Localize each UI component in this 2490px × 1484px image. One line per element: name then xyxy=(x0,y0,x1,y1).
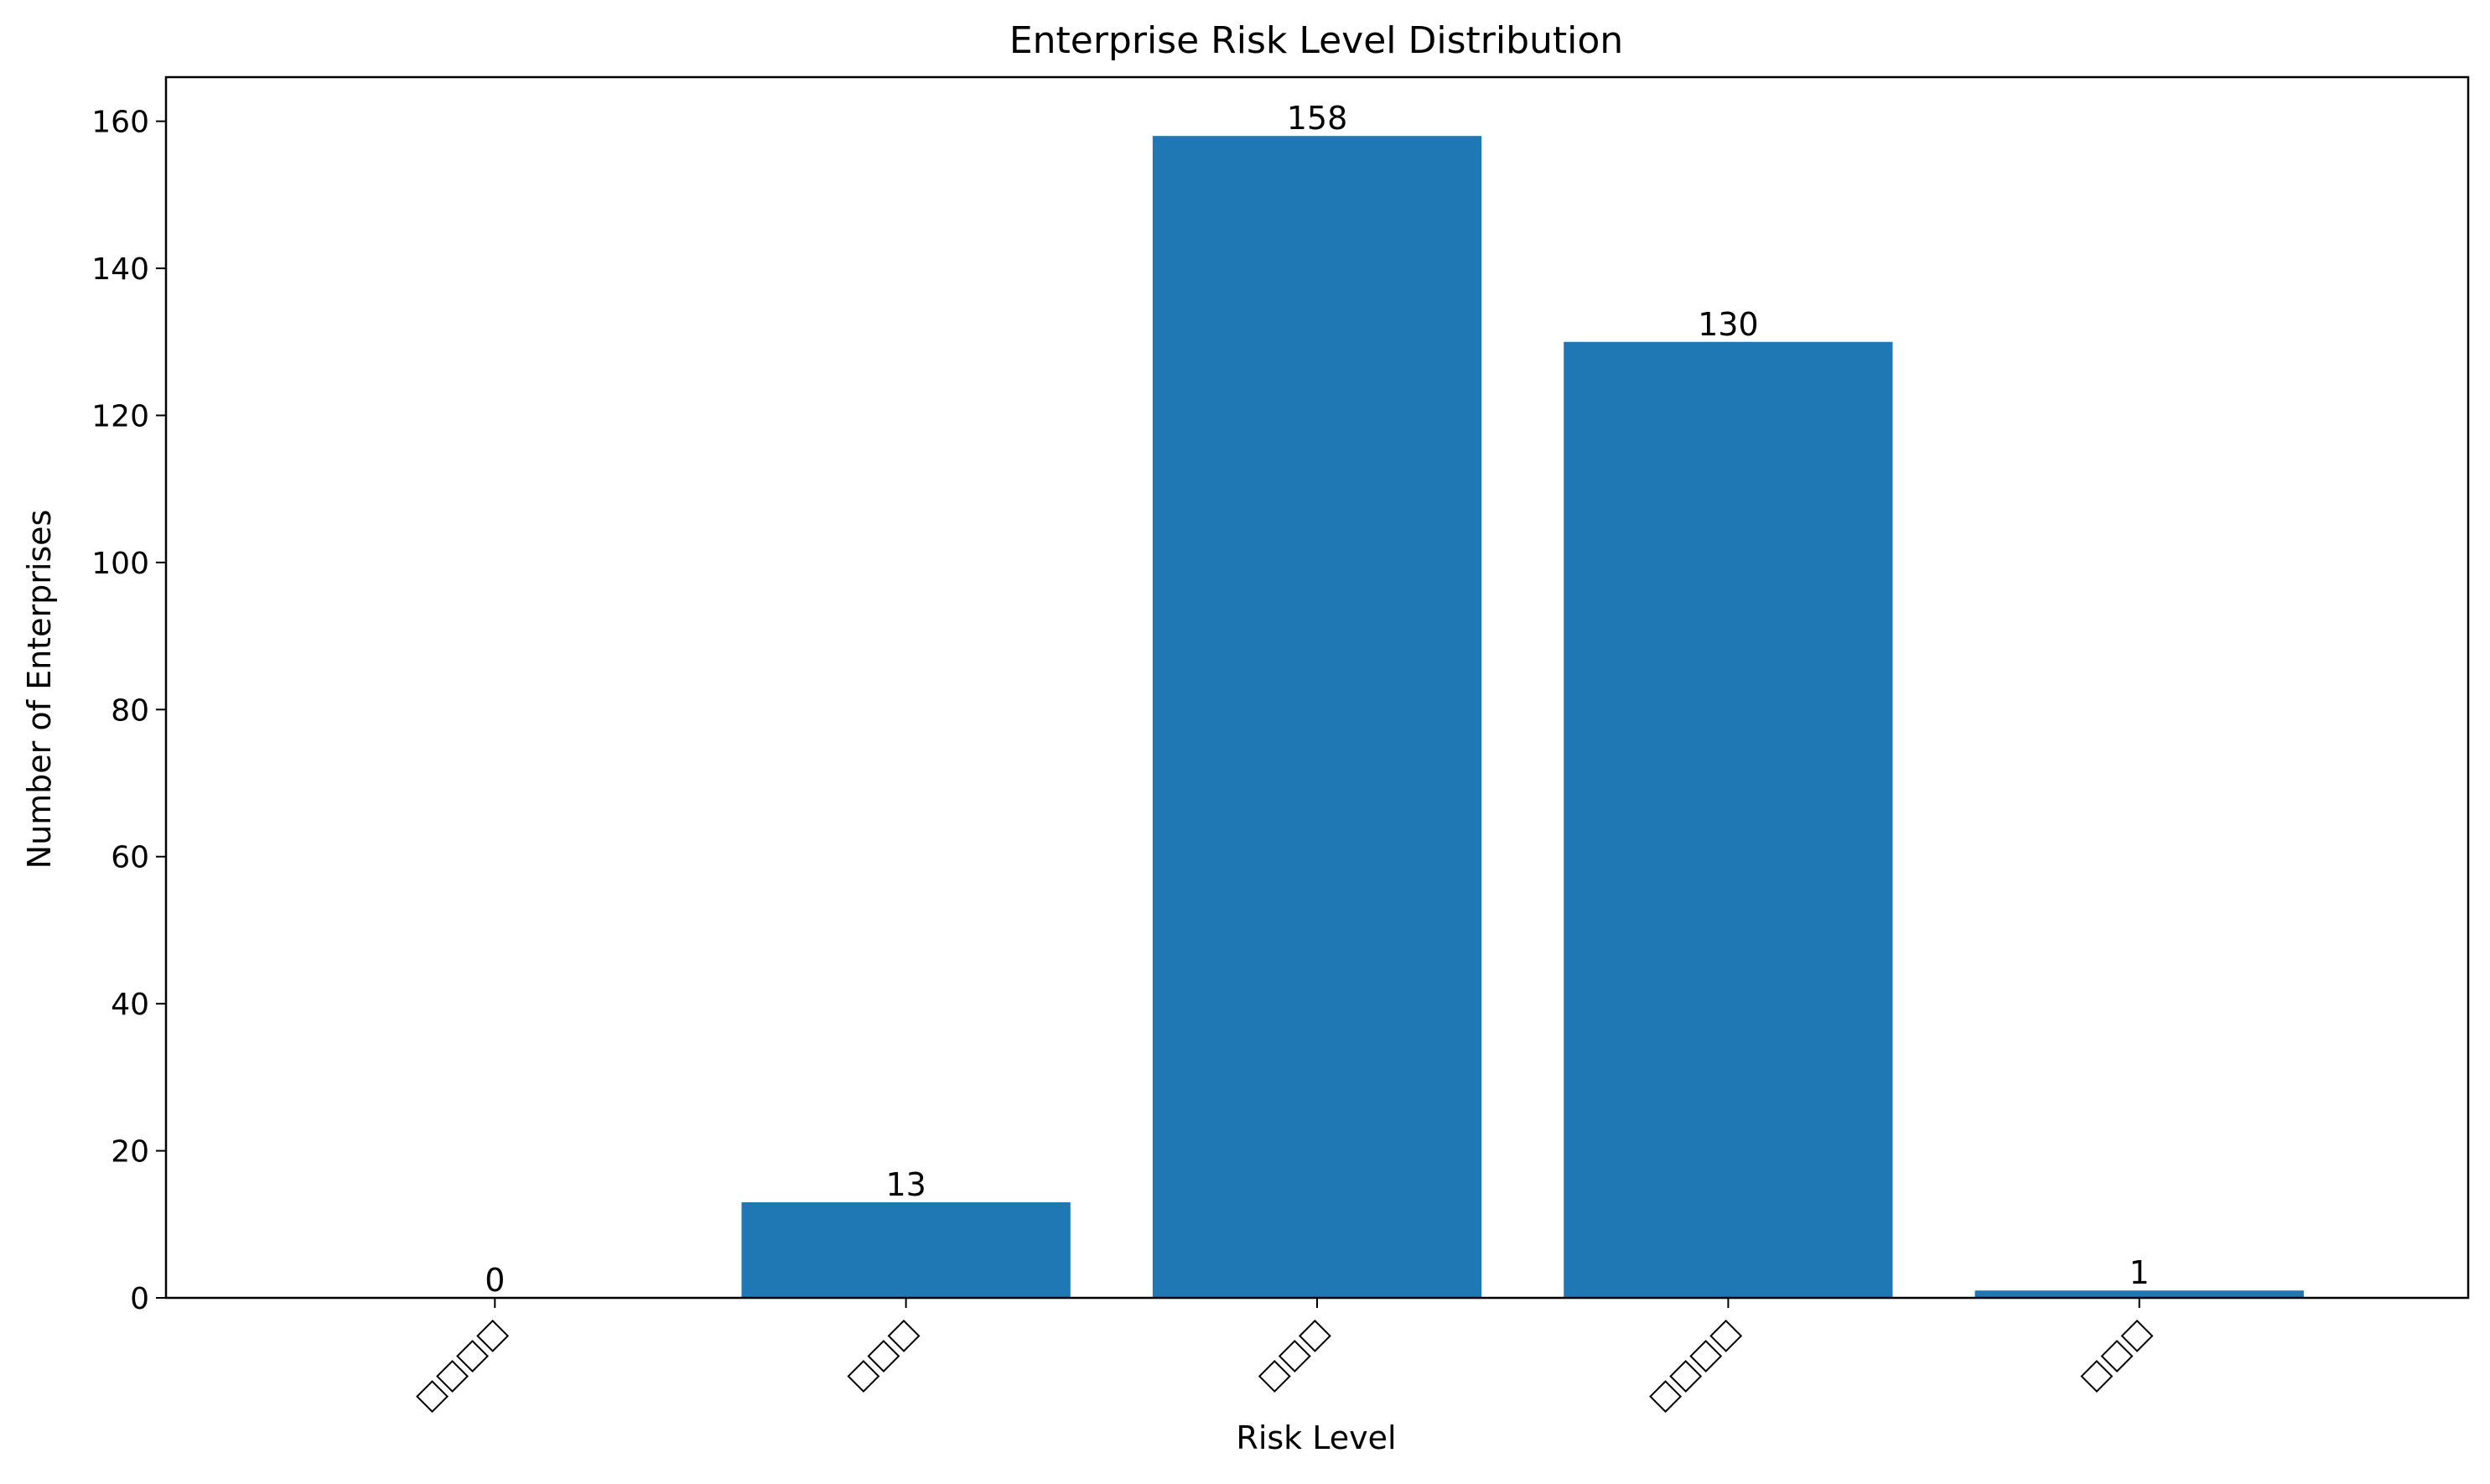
x-tick-label-3: □□□□ xyxy=(1642,1312,1747,1417)
y-axis-label: Number of Enterprises xyxy=(21,510,58,869)
bar-2 xyxy=(1152,136,1482,1298)
x-axis-ticks: □□□□ □□□ □□□ □□□□ □□□ xyxy=(408,1298,2158,1418)
bar-value-label-3: 130 xyxy=(1698,306,1759,343)
y-tick-label-3: 60 xyxy=(111,841,149,875)
data-labels-layer: 0 13 158 130 1 xyxy=(485,100,2150,1299)
y-tick-label-5: 100 xyxy=(91,547,149,581)
y-tick-label-6: 120 xyxy=(91,399,149,433)
bars-layer xyxy=(741,136,2304,1298)
y-tick-label-7: 140 xyxy=(91,252,149,287)
bar-value-label-4: 1 xyxy=(2129,1254,2150,1291)
x-tick-label-0: □□□□ xyxy=(408,1312,513,1417)
bar-4 xyxy=(1974,1290,2304,1298)
x-axis-label: Risk Level xyxy=(1236,1419,1396,1456)
chart-title: Enterprise Risk Level Distribution xyxy=(1009,19,1623,62)
bar-1 xyxy=(741,1201,1071,1298)
y-tick-label-2: 40 xyxy=(111,988,149,1022)
y-tick-label-4: 80 xyxy=(111,693,149,728)
bar-value-label-1: 13 xyxy=(885,1166,926,1203)
x-tick-label-1: □□□ xyxy=(840,1312,925,1397)
y-tick-label-0: 0 xyxy=(130,1282,149,1316)
bar-3 xyxy=(1564,341,1893,1298)
x-tick-label-4: □□□ xyxy=(2073,1312,2158,1397)
y-axis-ticks: 0 20 40 60 80 100 120 140 160 xyxy=(91,106,166,1316)
bar-value-label-2: 158 xyxy=(1287,100,1348,137)
bar-value-label-0: 0 xyxy=(485,1262,505,1299)
y-tick-label-8: 160 xyxy=(91,106,149,140)
y-tick-label-1: 20 xyxy=(111,1135,149,1170)
x-tick-label-2: □□□ xyxy=(1251,1312,1336,1397)
plot-area-frame xyxy=(164,75,2470,1300)
